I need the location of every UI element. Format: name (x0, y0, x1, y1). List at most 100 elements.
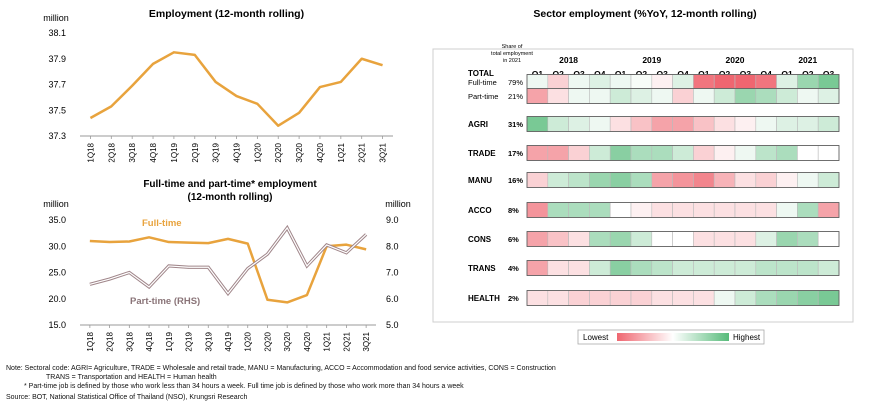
quarter-label: Q4 (677, 69, 689, 79)
heatmap-cell (797, 88, 819, 104)
heatmap-cell (776, 74, 798, 90)
y-axis-label-right: million (385, 199, 411, 209)
heatmap-cell (713, 231, 736, 247)
year-label: 2021 (798, 55, 817, 65)
heatmap-cell (776, 116, 798, 132)
heatmap-cell (713, 172, 736, 188)
heatmap-cell (797, 116, 819, 132)
heatmap-cell (547, 74, 569, 90)
row-share: 21% (508, 92, 523, 101)
share-header: total employment (491, 51, 533, 57)
heatmap-cell (630, 231, 653, 247)
heatmap-cell (797, 74, 819, 90)
series-label-fulltime: Full-time (142, 218, 182, 229)
heatmap-cell (630, 74, 653, 90)
quarter-label: Q3 (740, 69, 752, 79)
heatmap-cell (568, 116, 590, 132)
heatmap-cell (776, 202, 798, 218)
heatmap-cell (589, 260, 611, 276)
heatmap-cell (693, 172, 715, 188)
heatmap-cell (651, 145, 673, 161)
heatmap-cell (672, 116, 694, 132)
row-share: 4% (508, 264, 519, 273)
heatmap-cell (734, 202, 757, 218)
heatmap-row-border (526, 145, 840, 161)
employment-chart: Employment (12-month rolling) million 37.3… (43, 8, 393, 163)
quarter-label: Q3 (573, 69, 585, 79)
heatmap-cell (693, 88, 715, 104)
heatmap-cell (713, 116, 736, 132)
heatmap-cell (526, 74, 549, 90)
source-note: Source: BOT, National Statistical Office… (6, 394, 248, 401)
chart-title: Full-time and part-time* employment (143, 179, 317, 190)
heatmap-row-border (526, 260, 840, 276)
heatmap-cell (589, 290, 611, 306)
heatmap-cell (713, 74, 736, 90)
row-share: 6% (508, 235, 519, 244)
row-label: ACCO (468, 206, 492, 215)
heatmap-cell (713, 290, 736, 306)
y-tick-label-left: 20.0 (48, 294, 66, 304)
quarter-label: Q2 (802, 69, 814, 79)
heatmap-cell (568, 74, 590, 90)
x-tick-label: 2Q18 (107, 142, 116, 162)
y-tick-label: 37.7 (48, 80, 66, 90)
row-share: 79% (508, 78, 523, 87)
heatmap-cell (547, 290, 569, 306)
heatmap-cell (797, 290, 819, 306)
row-label: MANU (468, 176, 492, 185)
heatmap-cell (817, 88, 840, 104)
heatmap-cell (797, 260, 819, 276)
heatmap-cell (734, 74, 757, 90)
y-tick-label: 38.1 (48, 28, 66, 38)
heatmap-cell (609, 145, 632, 161)
heatmap-cell (693, 116, 715, 132)
series-label-parttime: Part-time (RHS) (130, 296, 200, 307)
heatmap-cell (547, 172, 569, 188)
heatmap-cell (568, 172, 590, 188)
heatmap-cell (526, 290, 549, 306)
heatmap-cell (693, 74, 715, 90)
x-tick-label: 3Q18 (128, 142, 137, 162)
share-header: in 2021 (503, 58, 521, 64)
heatmap-cell (630, 116, 653, 132)
heatmap-cell (526, 116, 549, 132)
quarter-label: Q1 (615, 69, 627, 79)
y-tick-label-left: 30.0 (48, 241, 66, 251)
heatmap-cell (672, 231, 694, 247)
heatmap-row-border (526, 172, 840, 188)
x-tick-label: 4Q20 (303, 331, 312, 351)
quarter-label: Q1 (532, 69, 544, 79)
heatmap-cell (651, 172, 673, 188)
heatmap-cell (734, 172, 757, 188)
year-label: 2018 (559, 55, 578, 65)
heatmap-cell (547, 202, 569, 218)
x-tick-label: 4Q19 (233, 142, 242, 162)
note-line-1: Note: Sectoral code: AGRI= Agriculture, … (6, 365, 556, 372)
heatmap-cell (776, 290, 798, 306)
heatmap-cell (547, 145, 569, 161)
heatmap-cell (672, 290, 694, 306)
heatmap-cell (526, 202, 549, 218)
heatmap-cell (755, 202, 777, 218)
row-label: Full-time (468, 78, 497, 87)
x-tick-label: 1Q19 (170, 142, 179, 162)
row-label: TRADE (468, 149, 496, 158)
y-tick-label-right: 6.0 (386, 294, 399, 304)
heatmap-cell (609, 74, 632, 90)
heatmap-cell (713, 202, 736, 218)
heatmap-cell (755, 260, 777, 276)
heatmap-cell (755, 231, 777, 247)
row-share: 8% (508, 206, 519, 215)
sector-heatmap: Sector employment (%YoY, 12-month rollin… (432, 8, 854, 345)
heatmap-cell (797, 145, 819, 161)
x-tick-label: 1Q19 (165, 331, 174, 351)
year-label: 2020 (726, 55, 745, 65)
x-tick-label: 4Q18 (149, 142, 158, 162)
x-tick-label: 4Q18 (145, 331, 154, 351)
heatmap-cell (776, 145, 798, 161)
heatmap-row-border (526, 231, 840, 247)
x-tick-label: 3Q21 (362, 331, 371, 351)
row-share: 31% (508, 120, 523, 129)
quarter-label: Q2 (719, 69, 731, 79)
